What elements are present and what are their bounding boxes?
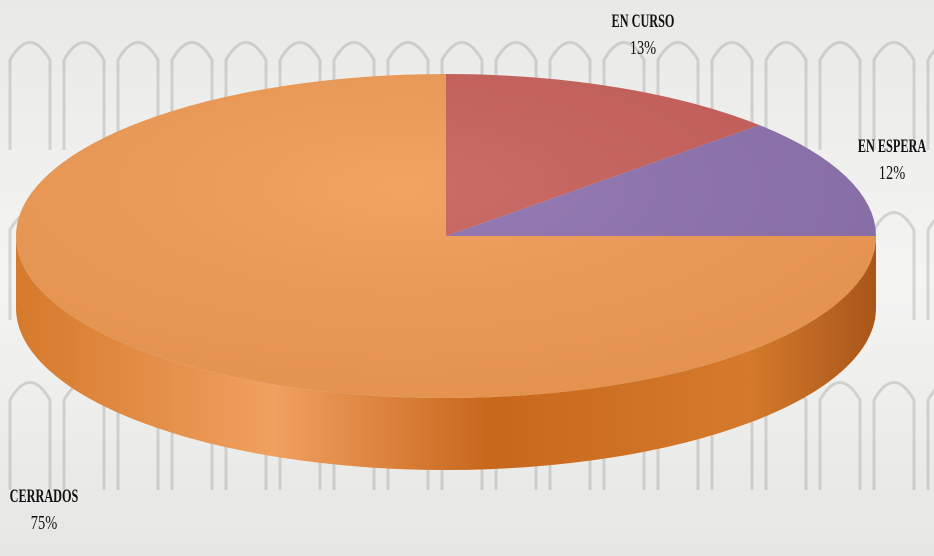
background-arch [62, 41, 106, 150]
pie-top-shade [16, 74, 876, 398]
background-arch [872, 381, 916, 490]
pie-label-value: 13% [630, 37, 656, 59]
pie-shade [16, 74, 876, 398]
pie-label-value: 12% [879, 162, 905, 184]
background-arch [116, 41, 160, 150]
background-arch [764, 41, 808, 150]
background-arch [8, 41, 52, 150]
background-arch [332, 41, 376, 150]
background-arch [494, 41, 538, 150]
background-arch [926, 48, 934, 150]
background-arch [602, 41, 646, 150]
background-arch [278, 41, 322, 150]
background-arch [548, 41, 592, 150]
pie-side-wall [16, 236, 876, 470]
background-arch [440, 41, 484, 150]
pie-label-name: EN CURSO [612, 12, 675, 32]
pie-edge [16, 236, 876, 470]
background-arch [224, 41, 268, 150]
background-arch [656, 41, 700, 150]
pie-label-name: CERRADOS [10, 487, 79, 507]
background-arch [926, 388, 934, 490]
background-arch [926, 218, 934, 320]
pie-label-value: 75% [31, 512, 57, 534]
background-arch [872, 41, 916, 150]
background-arch [8, 381, 52, 490]
background-arch [818, 41, 862, 150]
background-arch [710, 41, 754, 150]
background-arch [386, 41, 430, 150]
background-arch [170, 41, 214, 150]
background-arch [818, 381, 862, 490]
pie-label-name: EN ESPERA [858, 137, 927, 157]
pie-labels: EN CURSO 13% EN ESPERA 12% CERRADOS 75% [10, 12, 927, 534]
